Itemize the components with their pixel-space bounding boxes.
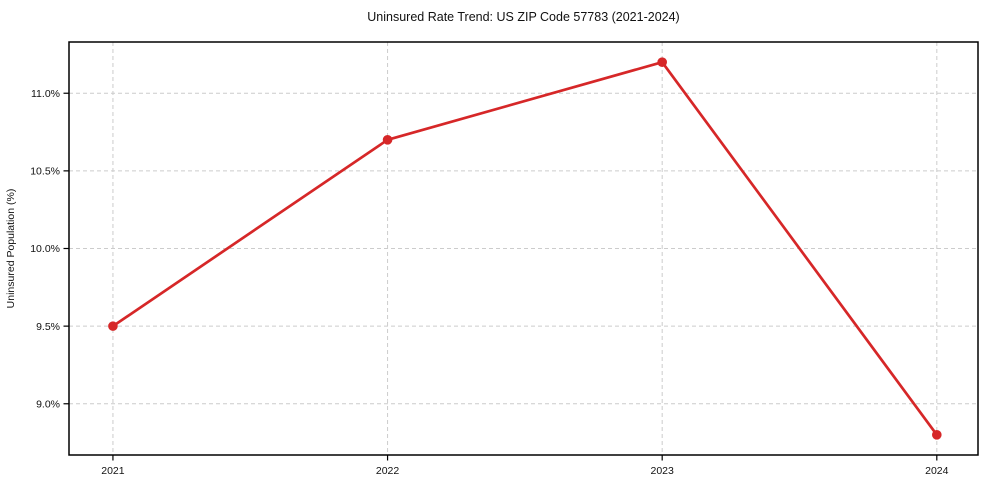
x-tick-label: 2023 [651,465,675,477]
y-tick-label: 9.5% [36,321,60,333]
y-tick-label: 10.0% [30,243,60,255]
data-point [932,430,942,440]
y-axis-label: Uninsured Population (%) [5,189,17,309]
trend-line [111,60,939,437]
y-tick-label: 11.0% [31,88,60,100]
y-tick-label: 10.5% [30,166,60,178]
data-point [657,57,667,67]
plot-area: 9.0% 9.5% 10.0% 10.5% 11.0% 2021 2022 2023 2024 [30,41,979,477]
data-point [382,135,393,145]
x-tick-label: 2022 [376,465,400,477]
x-tick-label: 2024 [925,465,949,477]
x-tick-label: 2021 [101,465,125,477]
chart-title: Uninsured Rate Trend: US ZIP Code 57783 … [367,10,679,24]
y-tick-label: 9.0% [36,398,60,410]
data-point [108,321,118,331]
